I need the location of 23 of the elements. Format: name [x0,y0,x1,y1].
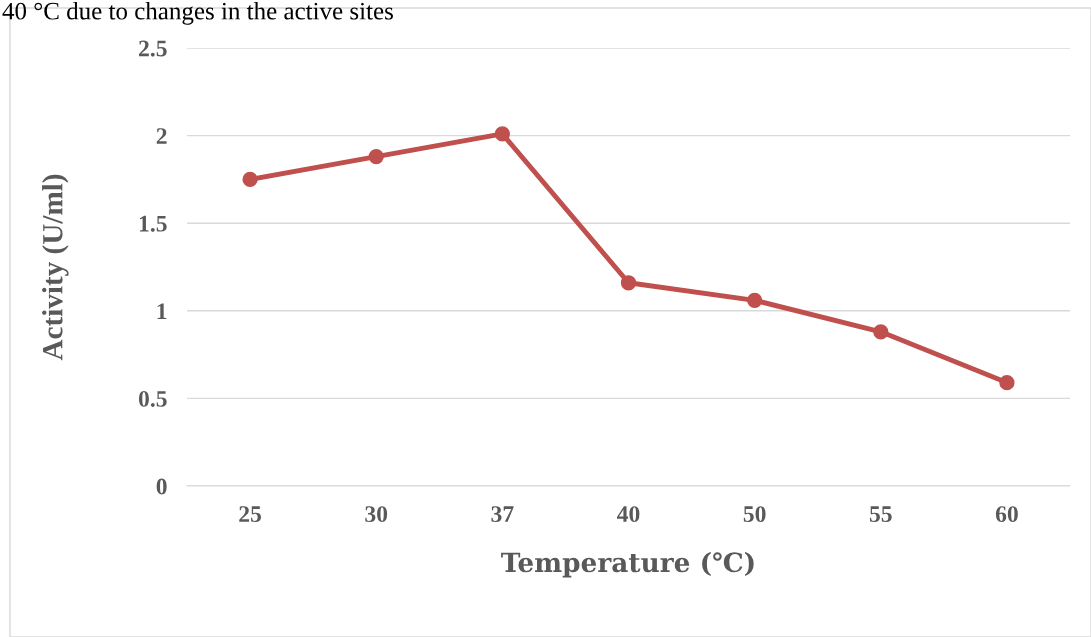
y-tick-label: 2.5 [139,40,167,57]
point [999,374,1015,391]
y-tick-label: 1 [157,303,167,319]
x-tick-label: 50 [743,506,766,523]
y-tick-label: 0 [156,478,167,495]
text: 40 °C due to changes in the active sites [2,2,393,25]
x-tick-label: 55 [869,506,892,523]
y-tick-label: 0.5 [138,390,167,407]
point [620,275,637,291]
point [747,292,763,308]
y-axis-title: Activity (U/ml) [42,174,69,361]
point [494,126,510,142]
point [242,171,258,188]
x-tick-label: 25 [239,506,262,523]
point [873,324,889,340]
point [368,148,384,165]
y-tick-label: 1.5 [139,215,167,232]
x-tick-label: 30 [365,506,388,523]
y-tick-label: 2 [156,128,167,144]
x-tick-label: 37 [491,506,514,523]
x-tick-label: 40 [617,506,640,523]
x-tick-label: 60 [995,506,1018,523]
x-axis-title: Temperature (℃) [501,551,754,578]
